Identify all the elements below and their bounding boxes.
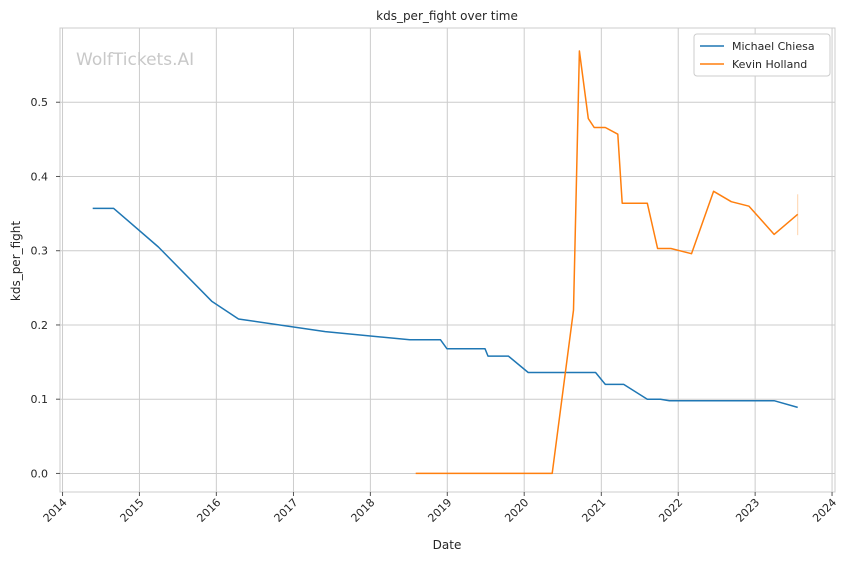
series-line-michael-chiesa (92, 207, 798, 409)
legend: Michael Chiesa Kevin Holland (693, 33, 831, 77)
y-tick-label: 0.1 (31, 393, 49, 406)
watermark-text: WolfTickets.AI (76, 50, 194, 70)
x-axis-label: Date (433, 538, 462, 552)
grid-lines (60, 28, 835, 492)
legend-box (693, 33, 831, 77)
y-axis-ticks: 0.0 0.1 0.2 0.3 0.4 0.5 (31, 96, 60, 480)
series-layer (92, 50, 799, 475)
y-tick-label: 0.0 (31, 467, 49, 480)
legend-label-kevin-holland: Kevin Holland (732, 58, 807, 71)
y-tick-label: 0.4 (31, 170, 49, 183)
y-tick-label: 0.3 (31, 245, 49, 258)
series-line-kevin-holland (415, 50, 799, 475)
chart-title: kds_per_fight over time (376, 9, 518, 23)
y-axis-label: kds_per_fight (9, 221, 23, 302)
legend-label-michael-chiesa: Michael Chiesa (732, 40, 815, 53)
y-tick-label: 0.2 (31, 319, 49, 332)
y-tick-label: 0.5 (31, 96, 49, 109)
